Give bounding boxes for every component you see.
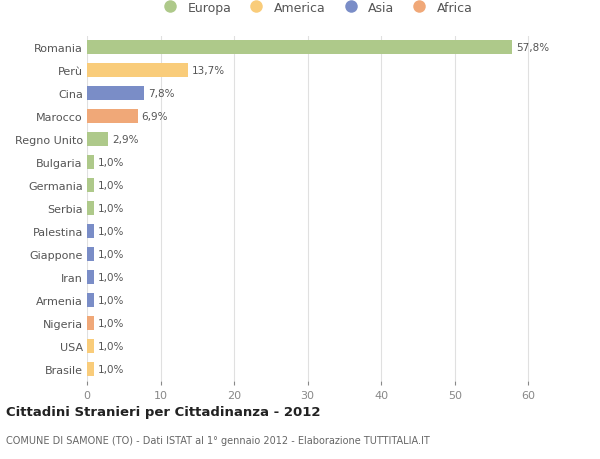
Text: 1,0%: 1,0% (98, 158, 124, 168)
Text: 7,8%: 7,8% (148, 89, 175, 99)
Bar (87, 363, 94, 376)
Text: 1,0%: 1,0% (98, 181, 124, 191)
Text: 1,0%: 1,0% (98, 273, 124, 283)
Bar (87, 110, 138, 124)
Bar (87, 248, 94, 262)
Text: 1,0%: 1,0% (98, 296, 124, 306)
Bar (87, 41, 512, 55)
Bar (87, 156, 94, 170)
Text: 2,9%: 2,9% (112, 135, 139, 145)
Bar (87, 202, 94, 216)
Bar (87, 271, 94, 285)
Text: 1,0%: 1,0% (98, 364, 124, 375)
Bar (87, 340, 94, 353)
Text: 1,0%: 1,0% (98, 227, 124, 237)
Text: 1,0%: 1,0% (98, 250, 124, 260)
Bar (87, 294, 94, 308)
Bar (87, 317, 94, 330)
Legend: Europa, America, Asia, Africa: Europa, America, Asia, Africa (157, 2, 473, 15)
Text: 1,0%: 1,0% (98, 341, 124, 352)
Text: 1,0%: 1,0% (98, 319, 124, 329)
Bar (87, 87, 145, 101)
Bar (87, 64, 188, 78)
Text: Cittadini Stranieri per Cittadinanza - 2012: Cittadini Stranieri per Cittadinanza - 2… (6, 405, 320, 419)
Text: 1,0%: 1,0% (98, 204, 124, 214)
Text: COMUNE DI SAMONE (TO) - Dati ISTAT al 1° gennaio 2012 - Elaborazione TUTTITALIA.: COMUNE DI SAMONE (TO) - Dati ISTAT al 1°… (6, 435, 430, 445)
Bar (87, 179, 94, 193)
Bar (87, 225, 94, 239)
Text: 6,9%: 6,9% (142, 112, 168, 122)
Bar (87, 133, 109, 147)
Text: 13,7%: 13,7% (191, 66, 224, 76)
Text: 57,8%: 57,8% (516, 43, 549, 53)
